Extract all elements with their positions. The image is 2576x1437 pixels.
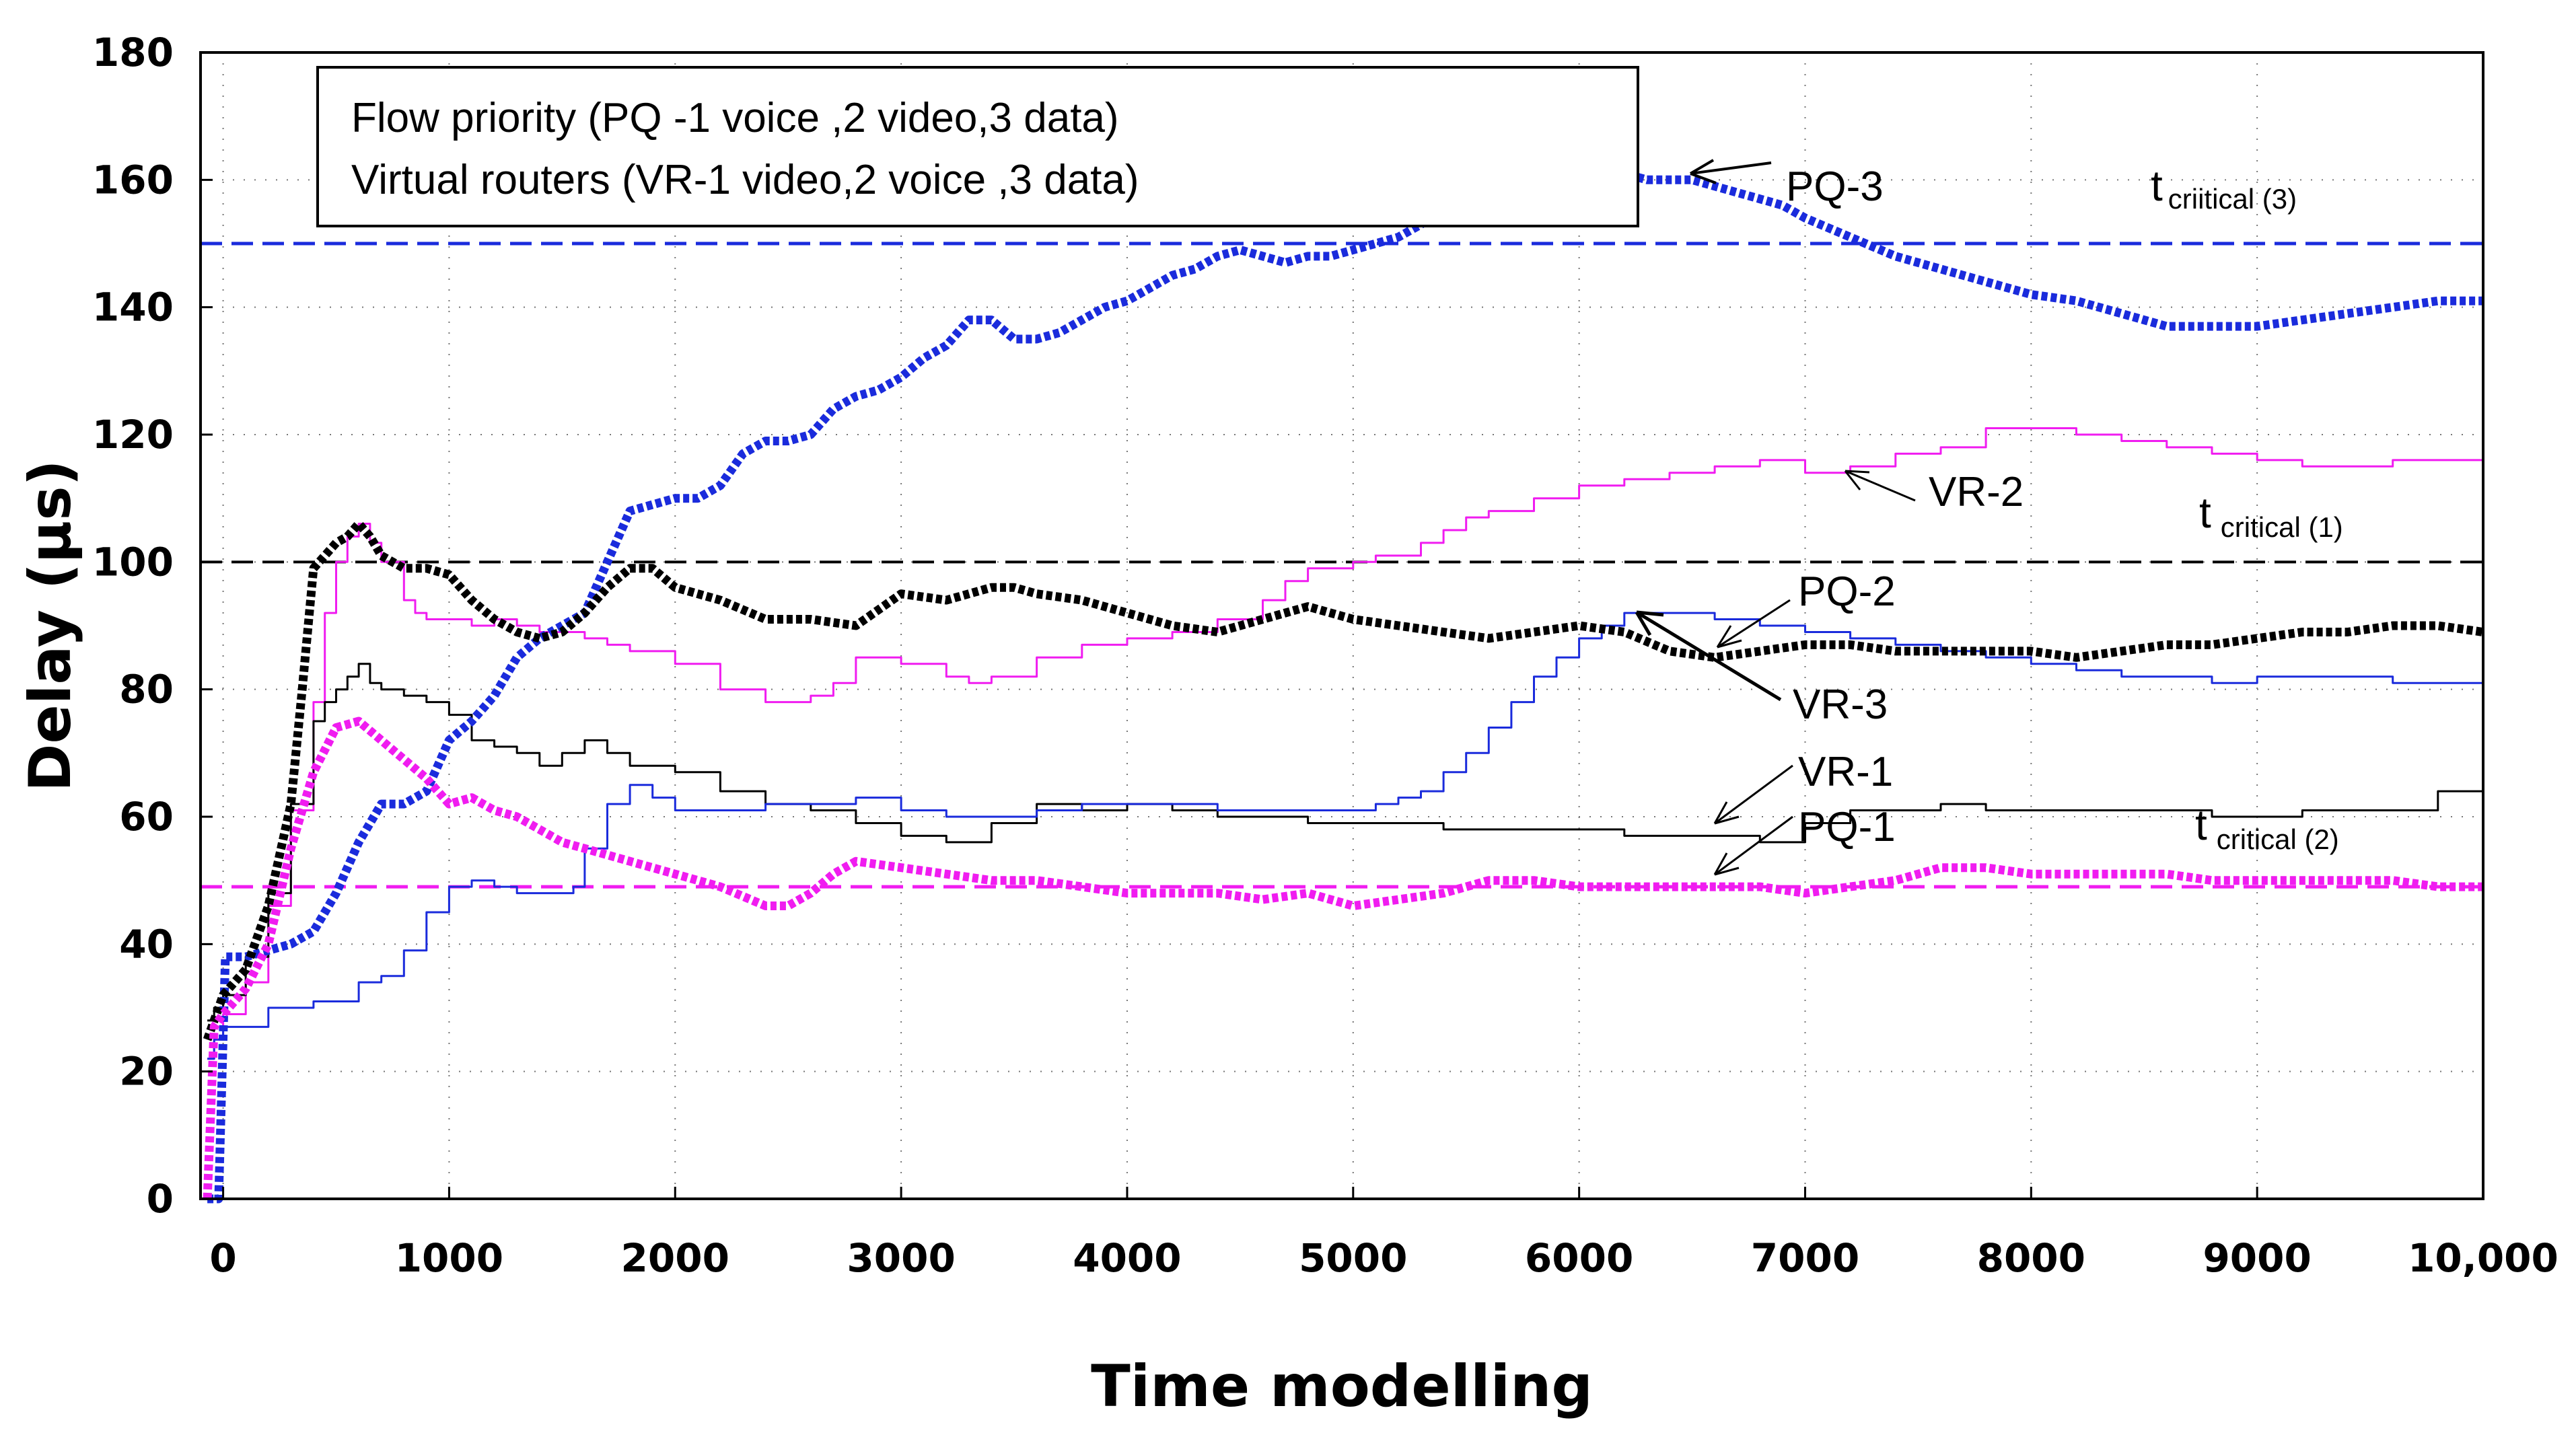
plot-frame — [199, 51, 2484, 1200]
annotation-pq-3: PQ-3 — [1689, 159, 1884, 210]
annotation-arrowhead-pq-2 — [1716, 625, 1742, 649]
annotation-arrowhead-vr-3 — [1635, 610, 1664, 636]
threshold-label-critical-3: t criitical (3) — [2151, 161, 2297, 215]
y-tick-label: 140 — [92, 285, 174, 330]
y-tick-label: 120 — [92, 412, 174, 457]
series-layer — [203, 156, 2484, 1204]
y-tick-label: 100 — [92, 539, 174, 585]
x-tick-label: 5000 — [1299, 1235, 1407, 1281]
annotation-vr-1: VR-1 — [1713, 749, 1893, 825]
annotation-arrowhead-vr-1 — [1713, 801, 1740, 825]
y-tick-label: 160 — [92, 157, 174, 202]
y-tick-label: 60 — [119, 794, 174, 840]
y-tick-label: 40 — [119, 921, 174, 967]
series-line-pq-1 — [203, 716, 2483, 1200]
x-tick-label: 8000 — [1977, 1235, 2085, 1281]
legend-line-2: Virtual routers (VR-1 video,2 voice ,3 d… — [351, 157, 1139, 203]
x-tick-label: 2000 — [621, 1235, 729, 1281]
y-axis-title: Delay (µs) — [17, 459, 84, 792]
annotation-label-vr-1: VR-1 — [1798, 749, 1893, 795]
legend-line-1: Flow priority (PQ -1 voice ,2 video,3 da… — [351, 95, 1119, 141]
legend-frame — [316, 66, 1639, 227]
tick-layer: 0 1000 2000 3000 4000 5000 6000 7000 8000 9000 10,… — [92, 30, 2559, 1281]
legend-box: Flow priority (PQ -1 voice ,2 video,3 da… — [316, 66, 1639, 227]
series-line-vr-2 — [207, 427, 2484, 1060]
y-tick-label: 180 — [92, 30, 174, 75]
annotation-vr-3: VR-3 — [1635, 610, 1888, 728]
series-line-pq-2 — [203, 519, 2484, 1041]
annotation-arrowhead-vr-2 — [1844, 470, 1870, 490]
annotation-arrowhead-pq-1 — [1713, 852, 1740, 876]
x-tick-label: 10,000 — [2408, 1235, 2559, 1281]
x-tick-label: 4000 — [1073, 1235, 1181, 1281]
annotation-arrow-pq-1 — [1714, 815, 1793, 876]
annotation-label-vr-3: VR-3 — [1793, 681, 1888, 728]
annotation-arrowhead-pq-3 — [1689, 159, 1717, 184]
x-tick-label: 6000 — [1525, 1235, 1633, 1281]
annotation-arrow-vr-2 — [1845, 470, 1916, 502]
annotation-pq-2: PQ-2 — [1716, 568, 1896, 649]
annotation-arrow-vr-1 — [1714, 764, 1793, 825]
y-tick-label: 0 — [147, 1176, 174, 1222]
x-axis-title: Time modelling — [1091, 1353, 1593, 1420]
annotation-pq-1: PQ-1 — [1713, 804, 1896, 876]
annotation-arrow-vr-3 — [1635, 610, 1782, 702]
threshold-label-critical-1: t critical (1) — [2199, 488, 2343, 543]
annotation-arrow-pq-2 — [1717, 599, 1791, 649]
x-tick-label: 9000 — [2203, 1235, 2311, 1281]
annotation-label-pq-3: PQ-3 — [1786, 163, 1884, 210]
x-tick-label: 7000 — [1751, 1235, 1859, 1281]
threshold-label-critical-2: t critical (2) — [2195, 801, 2339, 855]
x-tick-label: 3000 — [847, 1235, 955, 1281]
annotation-vr-2: VR-2 — [1844, 469, 2024, 515]
series-line-pq-3 — [207, 156, 2483, 1204]
series-line-vr-1 — [207, 663, 2483, 1022]
y-tick-label: 20 — [119, 1049, 174, 1095]
x-tick-label: 1000 — [395, 1235, 503, 1281]
threshold-layer — [201, 242, 2483, 889]
x-tick-label: 0 — [209, 1235, 236, 1281]
y-tick-label: 80 — [119, 667, 174, 712]
annotation-arrow-pq-3 — [1690, 161, 1772, 175]
annotation-label-pq-2: PQ-2 — [1798, 568, 1896, 615]
annotation-label-vr-2: VR-2 — [1929, 469, 2024, 515]
annotation-label-pq-1: PQ-1 — [1798, 804, 1896, 850]
